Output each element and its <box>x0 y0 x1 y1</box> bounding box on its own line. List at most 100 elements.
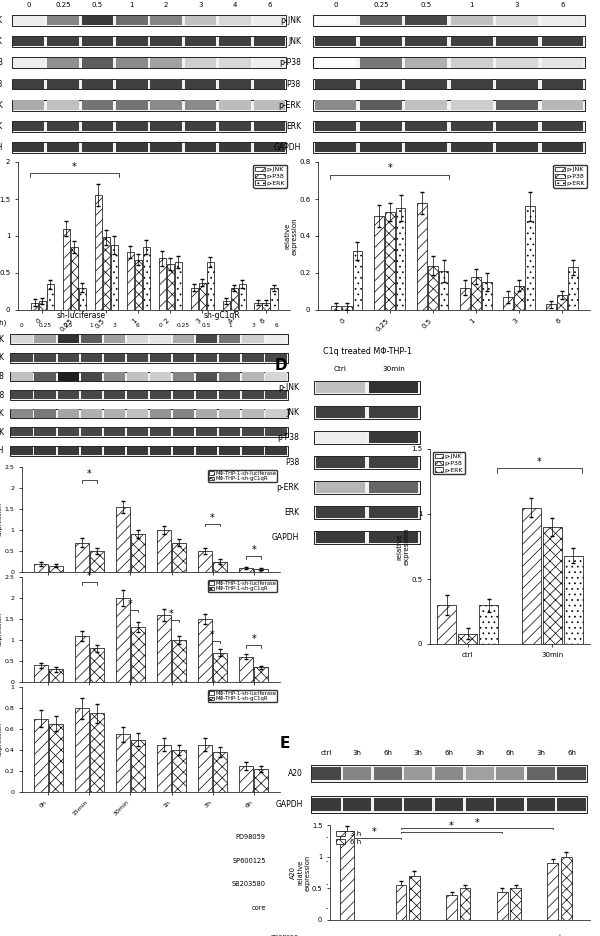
FancyBboxPatch shape <box>496 80 538 89</box>
Bar <box>262 302 269 310</box>
FancyBboxPatch shape <box>11 446 32 455</box>
Text: *: * <box>72 162 77 171</box>
FancyBboxPatch shape <box>313 142 586 153</box>
Text: P38: P38 <box>0 80 3 89</box>
FancyBboxPatch shape <box>34 335 56 344</box>
Text: 0.25: 0.25 <box>177 323 190 328</box>
Text: P38: P38 <box>285 458 299 467</box>
FancyBboxPatch shape <box>116 37 148 47</box>
Text: +: + <box>508 882 513 887</box>
Bar <box>158 258 166 310</box>
FancyBboxPatch shape <box>527 797 555 812</box>
Bar <box>568 268 578 310</box>
FancyBboxPatch shape <box>360 58 401 67</box>
FancyBboxPatch shape <box>542 122 583 131</box>
Text: 6: 6 <box>560 2 565 8</box>
Text: -: - <box>448 858 450 864</box>
FancyBboxPatch shape <box>116 16 148 25</box>
Bar <box>167 264 174 310</box>
Text: 3: 3 <box>199 2 203 8</box>
Text: -: - <box>417 858 419 864</box>
Legend: p-JNK, p-P38, p-ERK: p-JNK, p-P38, p-ERK <box>433 452 465 475</box>
Legend: MΦ-THP-1-sh-luciferase, MΦ-THP-1-sh-gC1qR: MΦ-THP-1-sh-luciferase, MΦ-THP-1-sh-gC1q… <box>208 690 277 702</box>
FancyBboxPatch shape <box>313 79 586 90</box>
Text: -: - <box>386 882 389 887</box>
FancyBboxPatch shape <box>496 143 538 152</box>
FancyBboxPatch shape <box>10 428 287 437</box>
Bar <box>143 247 150 310</box>
Bar <box>175 262 182 310</box>
FancyBboxPatch shape <box>185 143 217 152</box>
FancyBboxPatch shape <box>104 446 125 455</box>
Text: SB203580: SB203580 <box>232 882 266 887</box>
Text: p-P38: p-P38 <box>0 58 3 67</box>
FancyBboxPatch shape <box>10 390 287 400</box>
Text: 3h: 3h <box>475 750 484 755</box>
FancyBboxPatch shape <box>314 481 420 494</box>
Text: -: - <box>570 882 573 887</box>
Text: GAPDH: GAPDH <box>274 143 301 152</box>
Text: -: - <box>325 834 328 841</box>
Y-axis label: relative
expression: relative expression <box>397 528 410 565</box>
FancyBboxPatch shape <box>10 409 287 418</box>
FancyBboxPatch shape <box>80 354 102 362</box>
Text: *: * <box>169 608 174 619</box>
Legend: 3 h, 6 h: 3 h, 6 h <box>334 828 364 847</box>
Text: -: - <box>356 834 358 841</box>
FancyBboxPatch shape <box>11 354 32 362</box>
FancyBboxPatch shape <box>185 80 217 89</box>
Text: +: + <box>385 905 391 911</box>
FancyBboxPatch shape <box>219 373 241 381</box>
FancyBboxPatch shape <box>313 57 586 68</box>
FancyBboxPatch shape <box>496 122 538 131</box>
FancyBboxPatch shape <box>173 409 194 417</box>
FancyBboxPatch shape <box>11 99 286 110</box>
Text: p-JNK: p-JNK <box>0 335 4 344</box>
Text: GAPDH: GAPDH <box>272 533 299 542</box>
FancyBboxPatch shape <box>316 482 365 493</box>
Text: -: - <box>356 858 358 864</box>
Bar <box>31 302 38 310</box>
FancyBboxPatch shape <box>496 37 538 47</box>
Bar <box>525 207 535 310</box>
FancyBboxPatch shape <box>82 58 113 67</box>
FancyBboxPatch shape <box>151 143 182 152</box>
Bar <box>90 649 104 682</box>
FancyBboxPatch shape <box>242 373 263 381</box>
FancyBboxPatch shape <box>316 382 365 393</box>
Text: +: + <box>415 905 421 911</box>
FancyBboxPatch shape <box>150 409 171 417</box>
FancyBboxPatch shape <box>313 37 586 47</box>
Text: p-ERK: p-ERK <box>278 101 301 110</box>
FancyBboxPatch shape <box>242 354 263 362</box>
Text: 0.5: 0.5 <box>64 323 73 328</box>
Bar <box>34 563 47 572</box>
Bar <box>479 605 499 644</box>
FancyBboxPatch shape <box>11 142 286 153</box>
Text: 0.5: 0.5 <box>92 2 103 8</box>
Bar <box>239 568 253 572</box>
Bar <box>131 739 145 792</box>
Text: 0.25: 0.25 <box>38 323 52 328</box>
FancyBboxPatch shape <box>360 122 401 131</box>
Bar <box>254 768 268 792</box>
Text: 30min: 30min <box>382 366 405 372</box>
Bar <box>271 287 278 310</box>
FancyBboxPatch shape <box>151 16 182 25</box>
FancyBboxPatch shape <box>254 100 285 110</box>
Bar <box>75 708 89 792</box>
Bar <box>239 766 253 792</box>
FancyBboxPatch shape <box>185 58 217 67</box>
Text: core: core <box>251 905 266 911</box>
Bar <box>172 640 186 682</box>
Text: +: + <box>508 905 513 911</box>
FancyBboxPatch shape <box>219 446 241 455</box>
FancyBboxPatch shape <box>185 122 217 131</box>
FancyBboxPatch shape <box>82 80 113 89</box>
FancyBboxPatch shape <box>11 373 32 381</box>
Text: 6h: 6h <box>445 750 454 755</box>
FancyBboxPatch shape <box>11 57 286 68</box>
Text: C1q treated MΦ-THP-1: C1q treated MΦ-THP-1 <box>323 347 412 357</box>
Bar <box>385 212 395 310</box>
Text: +: + <box>446 905 452 911</box>
